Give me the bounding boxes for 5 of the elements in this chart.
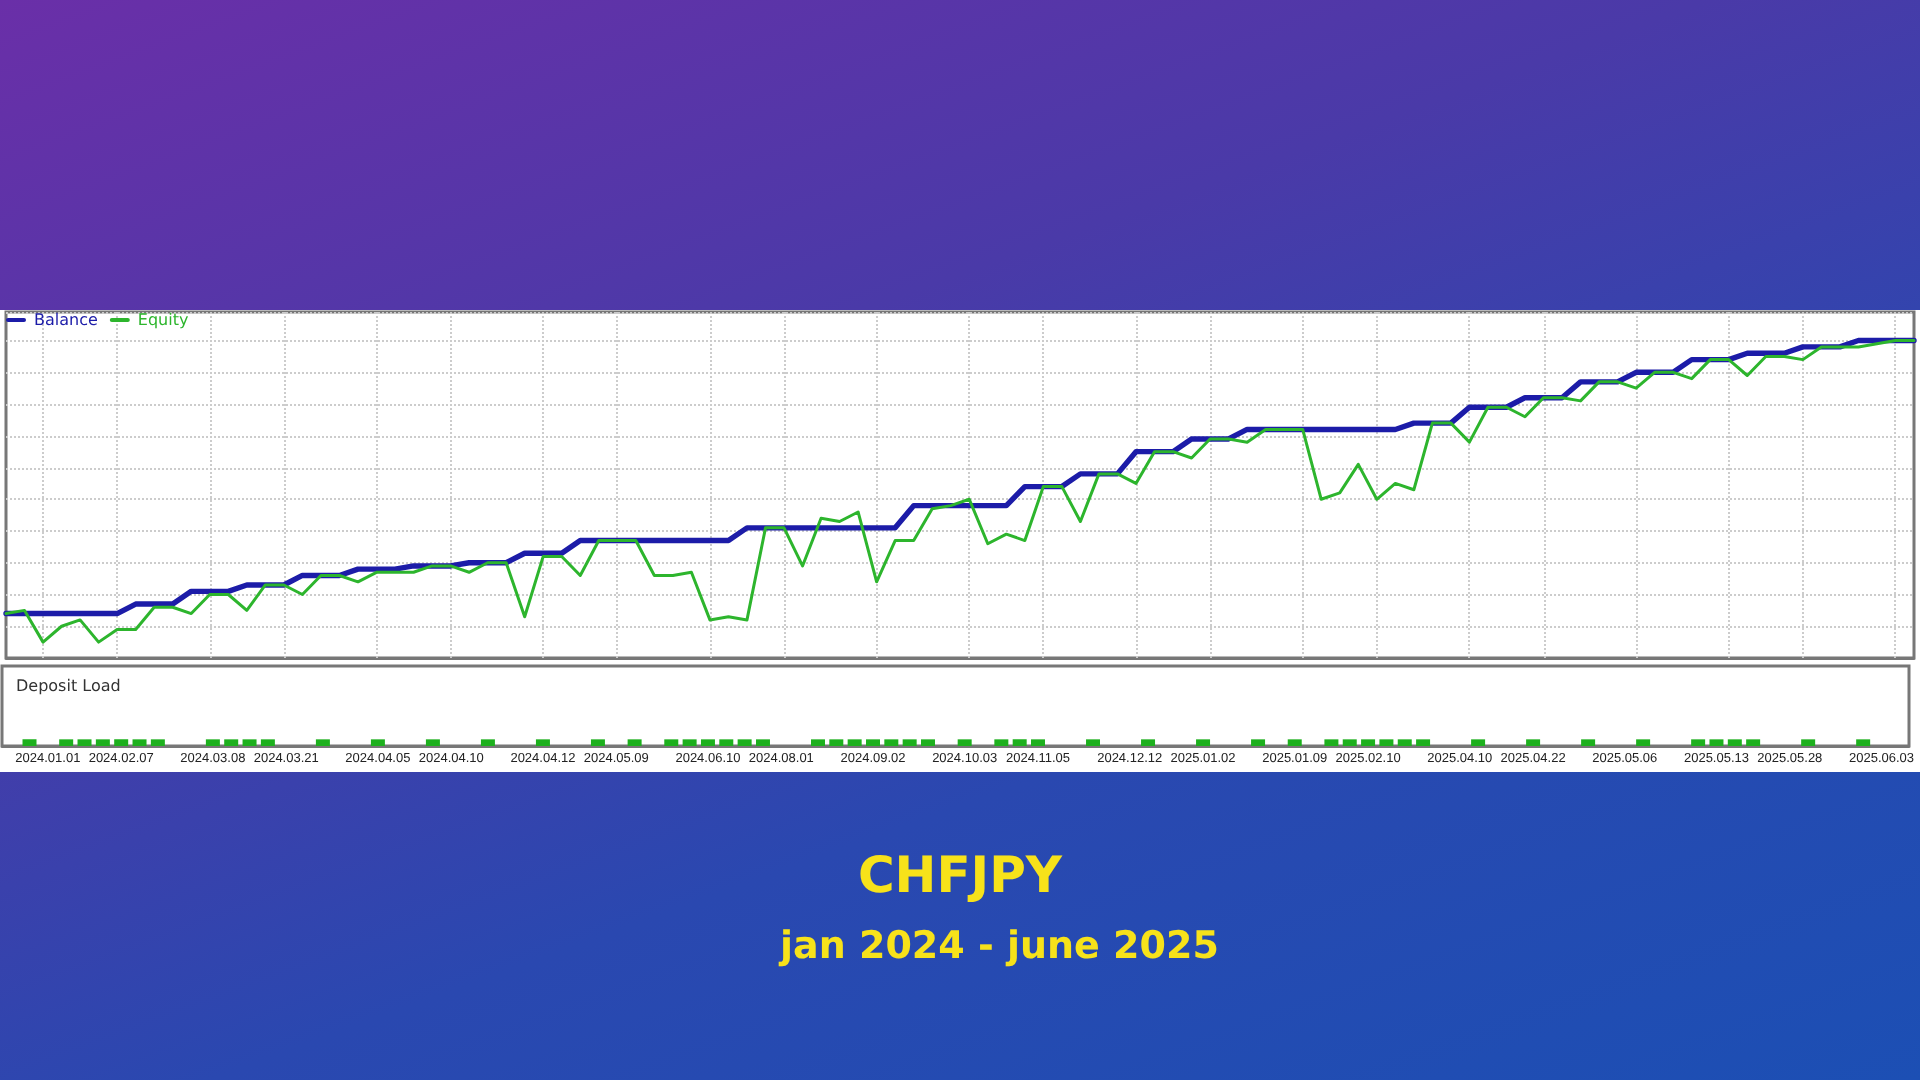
text: jan 2024 - june 2025	[780, 924, 1219, 968]
chart-title: Deposit Load	[16, 677, 121, 695]
legend-label: Equity	[137, 311, 189, 329]
legend-label: Balance	[34, 311, 98, 329]
text: CHFJPY	[855, 846, 1065, 904]
